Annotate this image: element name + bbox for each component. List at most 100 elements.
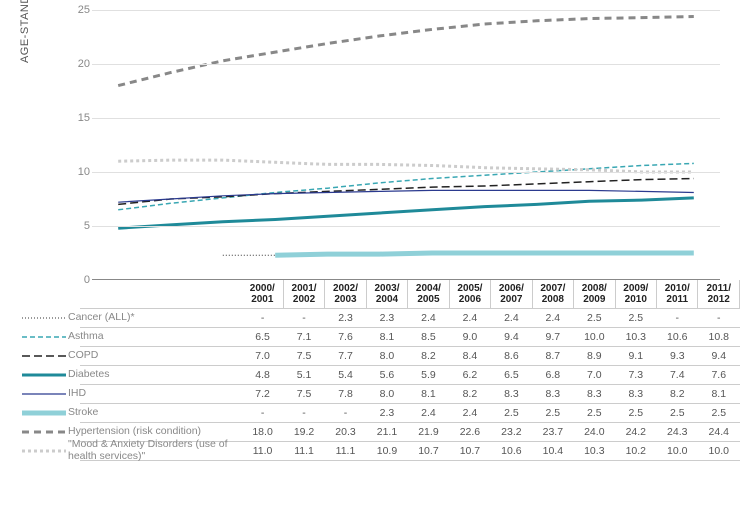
legend-swatch [20, 425, 68, 439]
table-cell: 10.8 [698, 328, 740, 347]
year-header: 2011/2012 [698, 280, 740, 309]
table-cell: 9.4 [698, 347, 740, 366]
table-cell: 4.8 [242, 366, 283, 385]
table-cell: 10.0 [574, 328, 615, 347]
year-header: 2004/2005 [408, 280, 449, 309]
year-header: 2001/2002 [283, 280, 324, 309]
table-cell: 10.6 [491, 442, 532, 461]
table-cell: 6.8 [532, 366, 573, 385]
table-cell: 21.9 [408, 423, 449, 442]
table-cell: 9.0 [449, 328, 490, 347]
data-table: 2000/20012001/20022002/20032003/20042004… [80, 280, 740, 461]
legend-cell: Cancer (ALL)* [80, 309, 242, 328]
table-cell: 10.0 [698, 442, 740, 461]
year-header: 2003/2004 [366, 280, 407, 309]
table-cell: 8.6 [491, 347, 532, 366]
chart-svg [92, 10, 720, 280]
table-cell: 2.4 [491, 309, 532, 328]
table-cell: 11.0 [242, 442, 283, 461]
year-header: 2010/2011 [657, 280, 698, 309]
year-header: 2007/2008 [532, 280, 573, 309]
table-cell: - [283, 404, 324, 423]
legend-label: Stroke [68, 407, 98, 419]
legend-label: Asthma [68, 331, 104, 343]
table-cell: 5.1 [283, 366, 324, 385]
table-cell: 22.6 [449, 423, 490, 442]
legend-swatch [20, 406, 68, 420]
table-cell: 8.4 [449, 347, 490, 366]
table-cell: 2.5 [532, 404, 573, 423]
table-cell: 24.2 [615, 423, 656, 442]
table-cell: 10.6 [657, 328, 698, 347]
legend-cell: Asthma [80, 328, 242, 347]
table-cell: 7.6 [698, 366, 740, 385]
table-cell: 2.5 [657, 404, 698, 423]
table-cell: 8.2 [449, 385, 490, 404]
table-cell: 10.4 [532, 442, 573, 461]
year-header: 2000/2001 [242, 280, 283, 309]
table-cell: 2.3 [325, 309, 366, 328]
table-cell: 10.2 [615, 442, 656, 461]
table-cell: 10.9 [366, 442, 407, 461]
plot-region: 0510152025 [92, 10, 720, 280]
legend-cell: "Mood & Anxiety Disorders (use of health… [80, 442, 242, 461]
table-cell: 24.4 [698, 423, 740, 442]
table-cell: 10.3 [615, 328, 656, 347]
table-cell: 10.3 [574, 442, 615, 461]
legend-swatch [20, 311, 68, 325]
x-axis [92, 279, 720, 280]
table-cell: 8.3 [491, 385, 532, 404]
legend-label: Diabetes [68, 369, 109, 381]
table-cell: 7.2 [242, 385, 283, 404]
table-cell: 7.3 [615, 366, 656, 385]
table-cell: 7.5 [283, 347, 324, 366]
legend-label: IHD [68, 388, 86, 400]
table-cell: 2.5 [574, 309, 615, 328]
table-cell: 2.3 [366, 309, 407, 328]
table-cell: 7.1 [283, 328, 324, 347]
year-header: 2005/2006 [449, 280, 490, 309]
table-cell: 8.1 [408, 385, 449, 404]
table-cell: - [657, 309, 698, 328]
table-cell: 6.2 [449, 366, 490, 385]
table-cell: 2.5 [615, 404, 656, 423]
y-tick: 15 [70, 112, 90, 124]
table-cell: 9.3 [657, 347, 698, 366]
table-cell: 8.1 [366, 328, 407, 347]
table-cell: 8.2 [408, 347, 449, 366]
table-cell: 6.5 [242, 328, 283, 347]
year-header: 2009/2010 [615, 280, 656, 309]
table-cell: 18.0 [242, 423, 283, 442]
legend-label: Hypertension (risk condition) [68, 426, 201, 438]
table-cell: - [698, 309, 740, 328]
legend-swatch [20, 330, 68, 344]
table-cell: 8.3 [615, 385, 656, 404]
table-cell: 7.7 [325, 347, 366, 366]
table-cell: 19.2 [283, 423, 324, 442]
y-tick: 10 [70, 166, 90, 178]
table-cell: 2.4 [532, 309, 573, 328]
table-cell: 2.4 [449, 404, 490, 423]
y-axis-label: AGE-STANDARDIZED RATE (%) [19, 0, 31, 63]
table-cell: 8.3 [574, 385, 615, 404]
y-tick: 0 [70, 274, 90, 286]
legend-label: "Mood & Anxiety Disorders (use of health… [68, 439, 240, 462]
table-cell: 10.7 [408, 442, 449, 461]
table-cell: 8.3 [532, 385, 573, 404]
table-cell: 7.5 [283, 385, 324, 404]
table-cell: 8.1 [698, 385, 740, 404]
table-cell: 2.5 [698, 404, 740, 423]
table-cell: - [242, 404, 283, 423]
table-cell: 6.5 [491, 366, 532, 385]
table-cell: 5.6 [366, 366, 407, 385]
y-tick: 25 [70, 4, 90, 16]
y-tick: 5 [70, 220, 90, 232]
table-cell: 10.0 [657, 442, 698, 461]
table-cell: 24.0 [574, 423, 615, 442]
table-cell: 10.7 [449, 442, 490, 461]
table-cell: 9.4 [491, 328, 532, 347]
table-cell: 11.1 [283, 442, 324, 461]
table-cell: 9.1 [615, 347, 656, 366]
legend-label: Cancer (ALL)* [68, 312, 135, 324]
table-cell: 21.1 [366, 423, 407, 442]
